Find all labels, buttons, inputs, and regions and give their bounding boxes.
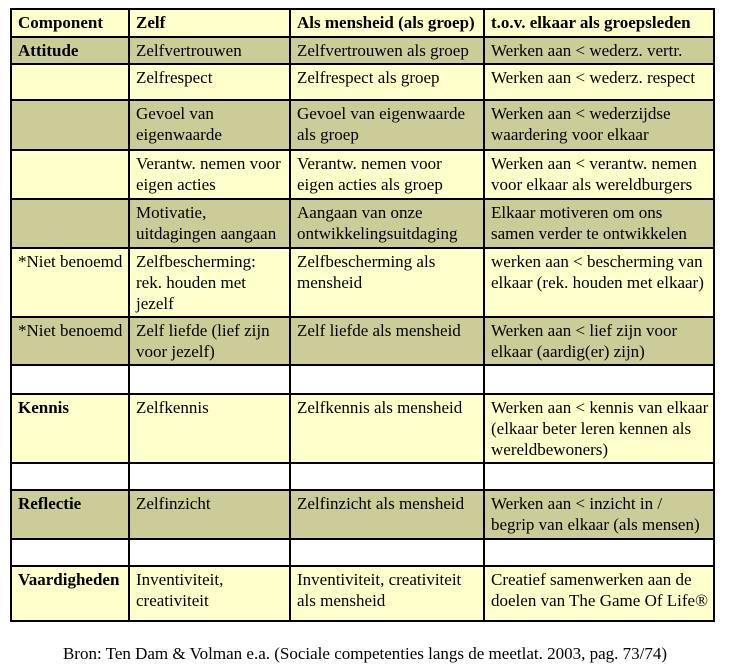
cell-mensheid: Inventiviteit, creativiteit als mensheid: [289, 565, 485, 622]
cell-mensheid: Zelf liefde als mensheid: [289, 316, 485, 366]
cell-mensheid: Verantw. nemen voor eigen acties als gro…: [289, 149, 485, 200]
cell-zelf: [128, 462, 291, 491]
cell-zelf: Zelfinzicht: [128, 489, 291, 540]
column-header-component: Component: [10, 8, 130, 38]
cell-elkaar: Werken aan < wederz. vertr.: [483, 36, 715, 65]
cell-mensheid: Zelfrespect als groep: [289, 63, 485, 101]
cell-elkaar: Creatief samenwerken aan de doelen van T…: [483, 565, 715, 622]
cell-elkaar: [483, 364, 715, 395]
column-header-zelf: Zelf: [128, 8, 291, 38]
source-citation: Bron: Ten Dam & Volman e.a. (Sociale com…: [62, 644, 668, 663]
cell-component: Vaardigheden: [10, 565, 130, 622]
cell-elkaar: Werken aan < lief zijn voor elkaar (aard…: [483, 316, 715, 366]
row-zelfrespect: Zelfrespect Zelfrespect als groep Werken…: [10, 63, 715, 101]
header-row: Component Zelf Als mensheid (als groep) …: [10, 8, 715, 38]
cell-zelf: Zelfkennis: [128, 393, 291, 464]
cell-component: [10, 63, 130, 101]
cell-zelf: Gevoel van eigenwaarde: [128, 99, 291, 151]
cell-mensheid: Zelfvertrouwen als groep: [289, 36, 485, 65]
cell-mensheid: [289, 364, 485, 395]
cell-component: [10, 198, 130, 249]
row-verantwoordelijkheid: Verantw. nemen voor eigen acties Verantw…: [10, 149, 715, 200]
cell-component: [10, 462, 130, 491]
cell-component: [10, 364, 130, 395]
cell-elkaar: Werken aan < verantw. nemen voor elkaar …: [483, 149, 715, 200]
row-zelfliefde: *Niet benoemd Zelf liefde (lief zijn voo…: [10, 316, 715, 366]
cell-component: [10, 538, 130, 567]
cell-zelf: Motivatie, uitdagingen aangaan: [128, 198, 291, 249]
cell-zelf: Inventiviteit, creativiteit: [128, 565, 291, 622]
competence-table: Component Zelf Als mensheid (als groep) …: [10, 8, 715, 622]
row-reflectie: Reflectie Zelfinzicht Zelfinzicht als me…: [10, 489, 715, 540]
cell-elkaar: [483, 462, 715, 491]
row-motivatie: Motivatie, uitdagingen aangaan Aangaan v…: [10, 198, 715, 249]
cell-elkaar: Werken aan < wederz. respect: [483, 63, 715, 101]
cell-component: Reflectie: [10, 489, 130, 540]
cell-zelf: [128, 538, 291, 567]
cell-component: [10, 99, 130, 151]
cell-mensheid: Aangaan van onze ontwikkelingsuitdaging: [289, 198, 485, 249]
cell-zelf: [128, 364, 291, 395]
column-header-tov-elkaar: t.o.v. elkaar als groepsleden: [483, 8, 715, 38]
row-vaardigheden: Vaardigheden Inventiviteit, creativiteit…: [10, 565, 715, 622]
row-eigenwaarde: Gevoel van eigenwaarde Gevoel van eigenw…: [10, 99, 715, 151]
cell-zelf: Zelf liefde (lief zijn voor jezelf): [128, 316, 291, 366]
row-spacer-3: [10, 538, 715, 567]
row-spacer-1: [10, 364, 715, 395]
row-zelfbescherming: *Niet benoemd Zelfbescherming: rek. houd…: [10, 247, 715, 318]
cell-mensheid: [289, 538, 485, 567]
row-kennis: Kennis Zelfkennis Zelfkennis als menshei…: [10, 393, 715, 464]
cell-zelf: Zelfvertrouwen: [128, 36, 291, 65]
cell-elkaar: Elkaar motiveren om ons samen verder te …: [483, 198, 715, 249]
cell-zelf: Verantw. nemen voor eigen acties: [128, 149, 291, 200]
cell-elkaar: werken aan < bescherming van elkaar (rek…: [483, 247, 715, 318]
cell-mensheid: [289, 462, 485, 491]
cell-elkaar: Werken aan < inzicht in / begrip van elk…: [483, 489, 715, 540]
cell-zelf: Zelfbescherming: rek. houden met jezelf: [128, 247, 291, 318]
cell-component: Kennis: [10, 393, 130, 464]
cell-mensheid: Zelfinzicht als mensheid: [289, 489, 485, 540]
row-spacer-2: [10, 462, 715, 491]
cell-elkaar: [483, 538, 715, 567]
cell-component: Attitude: [10, 36, 130, 65]
cell-zelf: Zelfrespect: [128, 63, 291, 101]
cell-mensheid: Zelfbescherming als mensheid: [289, 247, 485, 318]
cell-component: [10, 149, 130, 200]
cell-component: *Niet benoemd: [10, 247, 130, 318]
cell-mensheid: Gevoel van eigenwaarde als groep: [289, 99, 485, 151]
cell-mensheid: Zelfkennis als mensheid: [289, 393, 485, 464]
cell-elkaar: Werken aan < wederzijdse waardering voor…: [483, 99, 715, 151]
column-header-als-mensheid: Als mensheid (als groep): [289, 8, 485, 38]
cell-elkaar: Werken aan < kennis van elkaar (elkaar b…: [483, 393, 715, 464]
row-attitude: Attitude Zelfvertrouwen Zelfvertrouwen a…: [10, 36, 715, 65]
cell-component: *Niet benoemd: [10, 316, 130, 366]
